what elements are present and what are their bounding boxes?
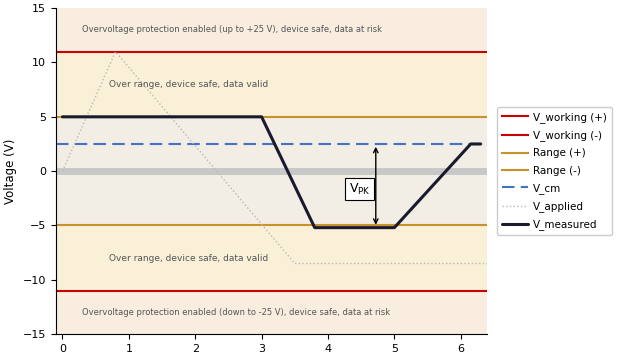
V_applied — [112, 49, 119, 54]
Range (-) — [125, 223, 133, 228]
V_working (-) — [125, 289, 133, 293]
V_working (+) — [125, 49, 133, 54]
Text: Over range, device safe, data valid: Over range, device safe, data valid — [109, 80, 268, 89]
V_measured — [311, 226, 318, 230]
Text: Over range, device safe, data valid: Over range, device safe, data valid — [109, 253, 268, 262]
V_applied — [59, 169, 66, 173]
Line: V_applied: V_applied — [62, 52, 487, 263]
V_cm — [125, 142, 133, 146]
Text: Overvoltage protection enabled (up to +25 V), device safe, data at risk: Overvoltage protection enabled (up to +2… — [83, 25, 383, 34]
Legend: V_working (+), V_working (-), Range (+), Range (-), V_cm, V_applied, V_measured: V_working (+), V_working (-), Range (+),… — [497, 107, 612, 236]
V_measured — [467, 142, 474, 146]
Range (+) — [125, 115, 133, 119]
V_applied — [484, 261, 491, 266]
Bar — [56, 226, 487, 291]
Text: $\mathregular{V_{PK}}$: $\mathregular{V_{PK}}$ — [349, 182, 370, 197]
Bar — [56, 52, 487, 117]
V_measured — [258, 115, 265, 119]
Range (-) — [59, 223, 66, 228]
Bar — [56, 291, 487, 334]
V_measured — [59, 115, 66, 119]
V_working (+) — [59, 49, 66, 54]
Range (+) — [59, 115, 66, 119]
Bar — [56, 117, 487, 226]
Line: V_measured: V_measured — [62, 117, 481, 228]
V_measured — [477, 142, 484, 146]
Text: Overvoltage protection enabled (down to -25 V), device safe, data at risk: Overvoltage protection enabled (down to … — [83, 308, 391, 317]
Y-axis label: Voltage (V): Voltage (V) — [4, 139, 17, 204]
Bar — [56, 8, 487, 52]
V_applied — [291, 261, 299, 266]
V_measured — [391, 226, 398, 230]
V_working (-) — [59, 289, 66, 293]
V_cm — [59, 142, 66, 146]
